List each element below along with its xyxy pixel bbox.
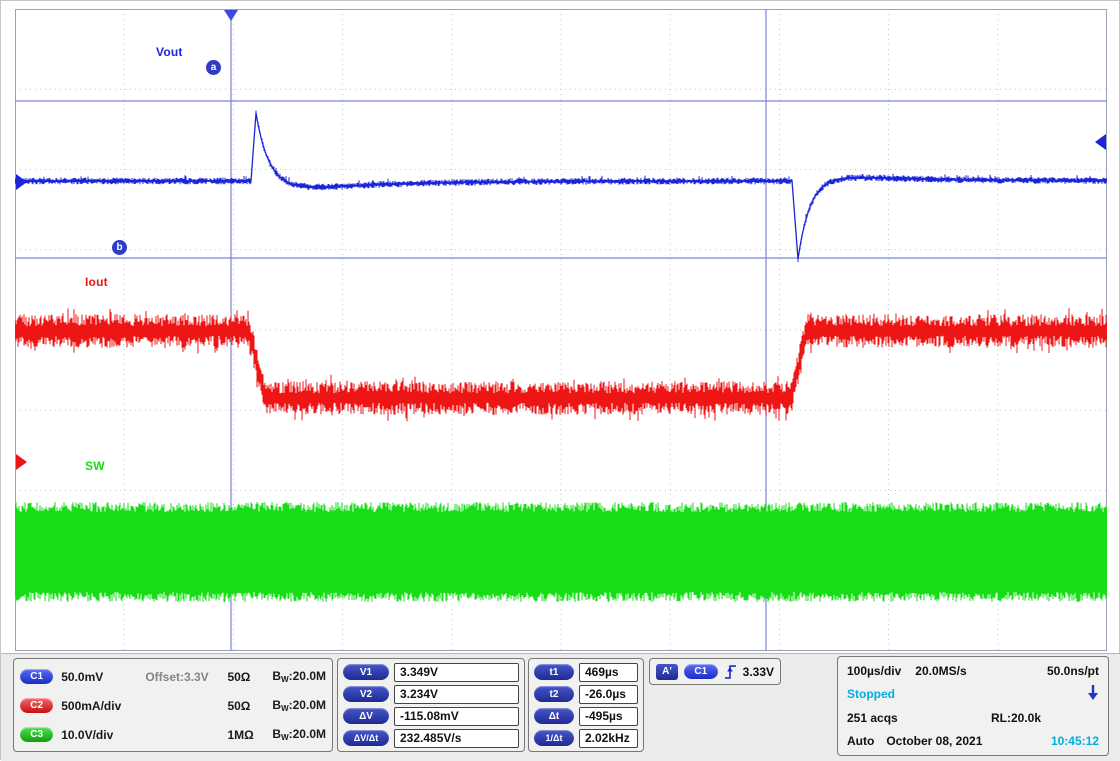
waveform-display: Vout Iout SW a b bbox=[15, 9, 1107, 651]
v2-value: 3.234V bbox=[394, 684, 519, 704]
dv-dt-value: 232.485V/s bbox=[394, 728, 519, 748]
run-status-row: Stopped bbox=[847, 683, 1099, 705]
timebase[interactable]: 100µs/div bbox=[847, 664, 902, 678]
ch1-scale: 50.0mV bbox=[61, 669, 104, 684]
t2-row: t2 -26.0µs bbox=[529, 683, 643, 705]
v2-row: V2 3.234V bbox=[338, 683, 524, 705]
ch2-bandwidth: BW:20.0M bbox=[272, 698, 326, 713]
ch1-badge[interactable]: C1 bbox=[20, 669, 54, 684]
freq-badge[interactable]: 1/Δt bbox=[534, 730, 574, 746]
delta-v-badge[interactable]: ΔV bbox=[343, 708, 389, 724]
dv-dt-row: ΔV/Δt 232.485V/s bbox=[338, 727, 524, 749]
trigger-position-marker[interactable] bbox=[224, 10, 238, 21]
trigger-channel-badge[interactable]: C1 bbox=[683, 664, 718, 679]
v1-row: V1 3.349V bbox=[338, 661, 524, 683]
v1-badge[interactable]: V1 bbox=[343, 664, 389, 680]
v1-value: 3.349V bbox=[394, 662, 519, 682]
delta-t-badge[interactable]: Δt bbox=[534, 708, 574, 724]
t1-row: t1 469µs bbox=[529, 661, 643, 683]
ch2-waveform-label: Iout bbox=[85, 275, 108, 289]
bw-subscript: W bbox=[281, 733, 289, 742]
time: 10:45:12 bbox=[1050, 733, 1099, 748]
ch2-position-marker[interactable] bbox=[16, 454, 27, 470]
trigger-mode[interactable]: Auto bbox=[847, 733, 875, 748]
date: October 08, 2021 bbox=[886, 733, 983, 748]
trigger-box[interactable]: A' C1 3.33V bbox=[649, 658, 781, 685]
mode-date-row: Auto October 08, 2021 10:45:12 bbox=[847, 730, 1099, 752]
ch3-settings-row: C3 10.0V/div 1MΩ BW:20.0M bbox=[14, 720, 332, 749]
ch3-scale: 10.0V/div bbox=[61, 727, 114, 742]
ch1-waveform-label: Vout bbox=[156, 45, 183, 59]
delta-v-row: ΔV -115.08mV bbox=[338, 705, 524, 727]
ch3-impedance: 1MΩ bbox=[227, 727, 254, 742]
ch2-scale: 500mA/div bbox=[61, 698, 122, 713]
readout-bar: C1 50.0mV Offset:3.3V 50Ω BW:20.0M C2 50… bbox=[1, 653, 1120, 761]
ch1-offset: Offset:3.3V bbox=[145, 669, 209, 684]
ch2-impedance: 50Ω bbox=[227, 698, 251, 713]
ch2-settings-row: C2 500mA/div 50Ω BW:20.0M bbox=[14, 691, 332, 720]
rising-edge-icon bbox=[724, 664, 736, 679]
cursor-voltage-box: V1 3.349V V2 3.234V ΔV -115.08mV ΔV/Δt 2… bbox=[337, 658, 525, 752]
acquisition-status: Stopped bbox=[847, 687, 895, 702]
single-sequence-icon bbox=[1087, 684, 1099, 704]
bw-letter: B bbox=[272, 727, 282, 741]
dv-dt-badge[interactable]: ΔV/Δt bbox=[343, 730, 389, 746]
v2-badge[interactable]: V2 bbox=[343, 686, 389, 702]
horizontal-row: 100µs/div 20.0MS/s 50.0ns/pt bbox=[847, 660, 1099, 682]
acq-count-row: 251 acqs RL:20.0k bbox=[847, 707, 1099, 729]
ch1-settings-row: C1 50.0mV Offset:3.3V 50Ω BW:20.0M bbox=[14, 662, 332, 691]
trigger-level: 3.33V bbox=[742, 664, 775, 679]
bw-value: :20.0M bbox=[288, 698, 326, 712]
t1-badge[interactable]: t1 bbox=[534, 664, 574, 680]
sample-resolution: 50.0ns/pt bbox=[1046, 664, 1099, 678]
cursor-time-box: t1 469µs t2 -26.0µs Δt -495µs 1/Δt 2.02k… bbox=[528, 658, 644, 752]
cursor-b-handle[interactable]: b bbox=[112, 240, 127, 255]
ch2-trace bbox=[15, 308, 1107, 422]
ch3-trace bbox=[15, 502, 1107, 602]
acquisition-box: 100µs/div 20.0MS/s 50.0ns/pt Stopped 251… bbox=[837, 656, 1109, 756]
trigger-source-badge[interactable]: A' bbox=[656, 663, 678, 680]
bw-letter: B bbox=[272, 698, 282, 712]
ch1-impedance: 50Ω bbox=[227, 669, 251, 684]
delta-t-row: Δt -495µs bbox=[529, 705, 643, 727]
t2-value: -26.0µs bbox=[579, 684, 638, 704]
ch1-trace-center bbox=[15, 112, 1107, 260]
ch3-waveform-label: SW bbox=[85, 459, 105, 473]
ch3-bandwidth: BW:20.0M bbox=[272, 727, 326, 742]
ch2-badge[interactable]: C2 bbox=[20, 698, 54, 713]
freq-value: 2.02kHz bbox=[579, 728, 638, 748]
waveform-plot bbox=[15, 9, 1107, 651]
bw-value: :20.0M bbox=[288, 727, 326, 741]
freq-row: 1/Δt 2.02kHz bbox=[529, 727, 643, 749]
bw-subscript: W bbox=[281, 675, 289, 684]
t2-badge[interactable]: t2 bbox=[534, 686, 574, 702]
delta-t-value: -495µs bbox=[579, 706, 638, 726]
bw-letter: B bbox=[272, 669, 282, 683]
record-length: RL:20.0k bbox=[990, 710, 1041, 725]
channel-settings-box: C1 50.0mV Offset:3.3V 50Ω BW:20.0M C2 50… bbox=[13, 658, 333, 752]
bw-value: :20.0M bbox=[288, 669, 326, 683]
ch1-bandwidth: BW:20.0M bbox=[272, 669, 326, 684]
acquisition-count: 251 acqs bbox=[847, 710, 898, 725]
sample-rate: 20.0MS/s bbox=[915, 664, 967, 678]
delta-v-value: -115.08mV bbox=[394, 706, 519, 726]
trigger-level-marker[interactable] bbox=[1095, 134, 1106, 150]
ch3-badge[interactable]: C3 bbox=[20, 727, 54, 742]
cursor-a-handle[interactable]: a bbox=[206, 60, 221, 75]
t1-value: 469µs bbox=[579, 662, 638, 682]
bw-subscript: W bbox=[281, 704, 289, 713]
